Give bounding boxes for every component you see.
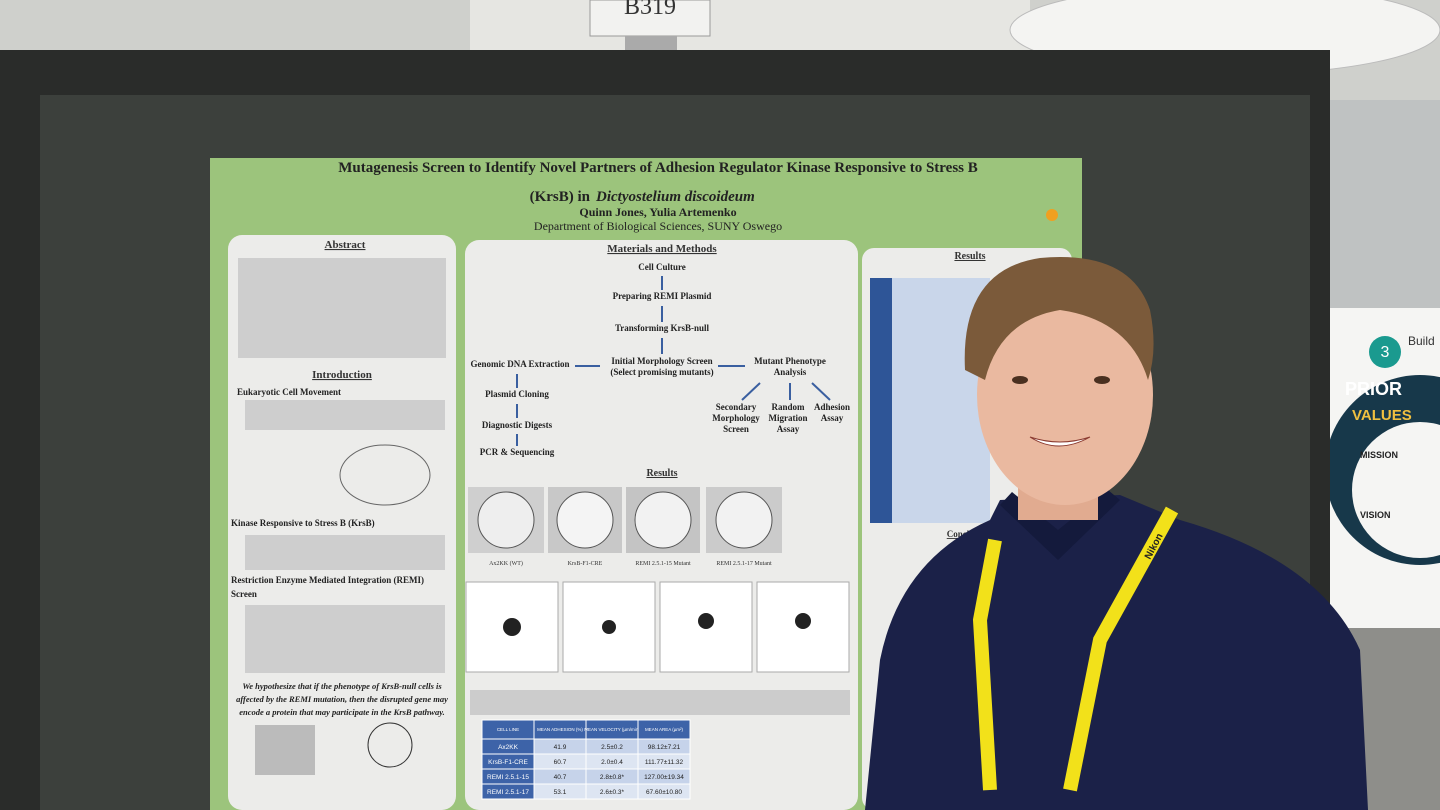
table-header: MEAN ADHESION (%)	[537, 727, 583, 732]
authors: Quinn Jones, Yulia Artemenko	[579, 205, 736, 219]
heading: Results	[646, 468, 677, 479]
table-cell-text: 2.8±0.8*	[600, 774, 625, 781]
cell-diagram	[339, 444, 431, 506]
lanyard	[972, 538, 1002, 791]
table-cell-text: Ax2KK	[498, 744, 519, 751]
step: PCR & Sequencing	[480, 447, 555, 457]
flowchart: Cell Culture Preparing REMI Plasmid Tran…	[471, 262, 851, 457]
table-cell-text: 2.0±0.4	[601, 759, 623, 766]
image	[255, 725, 315, 775]
step: Genomic DNA Extraction	[471, 359, 570, 369]
track-blobs	[503, 613, 811, 636]
caption: REMI 2.5.1-15 Mutant	[635, 561, 691, 567]
poster-title: Mutagenesis Screen to Identify Novel Par…	[338, 160, 978, 176]
micrographs	[468, 487, 782, 553]
table-cell-text: 67.60±10.80	[646, 789, 682, 796]
step: Diagnostic Digests	[482, 420, 553, 430]
caption: Ax2KK (WT)	[489, 560, 523, 567]
eye	[1012, 376, 1028, 384]
lanyard	[1063, 506, 1179, 792]
table-cell-text: KrsB-F1-CRE	[488, 759, 528, 766]
step: Transforming KrsB-null	[615, 323, 710, 333]
step: Mutant Phenotype	[754, 356, 826, 366]
banner-text: MISSION	[1360, 450, 1398, 460]
heading: Materials and Methods	[607, 243, 717, 255]
table-cell-text: 60.7	[554, 759, 567, 766]
table-cell-text: REMI 2.5.1-15	[487, 774, 529, 781]
table-cell-text: 98.12±7.21	[648, 744, 681, 751]
table: CELL LINE MEAN ADHESION (%) MEAN VELOCITY …	[481, 719, 691, 800]
hair	[964, 257, 1154, 380]
table-cell-text: 40.7	[554, 774, 567, 781]
subheading: Eukaryotic Cell Movement	[237, 387, 341, 397]
step: Initial Morphology Screen	[611, 356, 712, 366]
hypothesis: We hypothesize that if the phenotype of …	[242, 681, 442, 691]
eye	[1094, 376, 1110, 384]
banner-text: VISION	[1360, 510, 1391, 520]
banner-badge	[1369, 336, 1401, 368]
step: Assay	[777, 424, 800, 434]
sign-text: B319	[624, 0, 676, 20]
heading: Results	[954, 251, 985, 262]
table-cell	[637, 783, 691, 800]
table-cell-text: 127.00±19.34	[644, 774, 684, 781]
step: Preparing REMI Plasmid	[613, 291, 712, 301]
banner-text: PRIOR	[1345, 379, 1402, 399]
table-cell-text: REMI 2.5.1-17	[487, 789, 529, 796]
heading: Abstract	[325, 239, 366, 251]
subheading: Screen	[231, 589, 257, 599]
captions: Ax2KK (WT) KrsB-F1-CRE REMI 2.5.1-15 Mut…	[489, 560, 772, 567]
table-cell-text: 2.6±0.3*	[600, 789, 625, 796]
subheading: Kinase Responsive to Stress B (KrsB)	[231, 518, 375, 528]
arrows	[516, 276, 831, 446]
face	[977, 285, 1153, 505]
caption: REMI 2.5.1-17 Mutant	[716, 561, 772, 567]
subheading: Restriction Enzyme Mediated Integration …	[231, 575, 424, 585]
step: Plasmid Cloning	[485, 389, 549, 399]
department: Department of Biological Sciences, SUNY …	[534, 219, 782, 233]
sign	[589, 0, 711, 37]
table-cell-text: 111.77±11.32	[645, 759, 684, 766]
table-cell-text: 41.9	[554, 744, 567, 751]
step: Analysis	[774, 367, 807, 377]
hypothesis: encode a protein that may participate in…	[239, 707, 445, 717]
results-table	[870, 278, 892, 523]
ceiling	[1320, 100, 1440, 310]
step: Cell Culture	[638, 262, 686, 272]
table-header: MEAN VELOCITY (µm/min)	[584, 727, 640, 732]
poster-title: Dictyostelium discoideum	[595, 189, 755, 205]
step: Assay	[821, 413, 844, 423]
banner-text: VALUES	[1352, 407, 1412, 424]
text-lines	[238, 258, 446, 673]
plasmid	[367, 722, 413, 768]
text-lines	[470, 690, 850, 715]
banner-center	[1352, 422, 1440, 558]
step: Morphology	[712, 413, 760, 423]
table-header: MEAN AREA (µm²)	[645, 727, 684, 732]
dot	[1046, 209, 1058, 221]
heading: Introduction	[312, 369, 372, 381]
poster-title: (KrsB) in	[530, 189, 591, 205]
smile	[1029, 436, 1091, 447]
table-cell-text: 53.1	[554, 789, 567, 796]
step: (Select promising mutants)	[610, 367, 713, 377]
step: Random	[771, 402, 805, 412]
step: Secondary	[716, 402, 757, 412]
table-cell-text: 2.5±0.2	[601, 744, 623, 751]
table-header: CELL LINE	[497, 727, 519, 732]
banner-number: 3	[1381, 344, 1390, 361]
caption: KrsB-F1-CRE	[568, 561, 603, 567]
tracks	[465, 581, 850, 673]
banner-text: Build	[1408, 334, 1435, 348]
hypothesis: affected by the REMI mutation, then the …	[236, 694, 448, 704]
step: Screen	[723, 424, 749, 434]
step: Migration	[769, 413, 808, 423]
step: Adhesion	[814, 402, 850, 412]
